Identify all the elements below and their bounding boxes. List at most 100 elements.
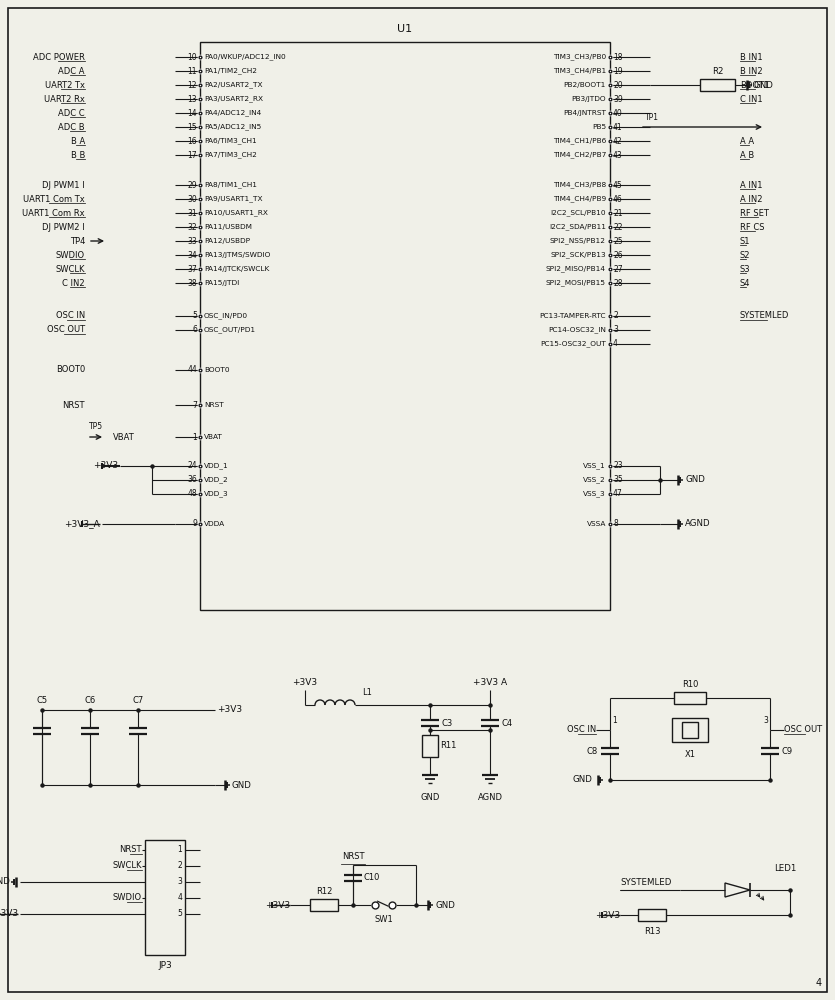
Text: SPI2_MISO/PB14: SPI2_MISO/PB14 — [546, 266, 606, 272]
Text: B IN1: B IN1 — [740, 52, 762, 62]
Text: S2: S2 — [740, 250, 751, 259]
Text: GND: GND — [232, 780, 252, 790]
Text: SW1: SW1 — [374, 915, 393, 924]
Text: SWCLK: SWCLK — [55, 264, 85, 273]
Text: 12: 12 — [188, 81, 197, 90]
Text: PA3/USART2_RX: PA3/USART2_RX — [204, 96, 263, 102]
Text: 9: 9 — [192, 520, 197, 528]
Text: 24: 24 — [187, 462, 197, 471]
Text: SPI2_NSS/PB12: SPI2_NSS/PB12 — [550, 238, 606, 244]
Text: PA7/TIM3_CH2: PA7/TIM3_CH2 — [204, 152, 257, 158]
Text: OSC IN: OSC IN — [567, 726, 596, 734]
Bar — [682, 722, 698, 738]
Text: PA8/TIM1_CH1: PA8/TIM1_CH1 — [204, 182, 257, 188]
Text: 29: 29 — [187, 180, 197, 190]
Text: X1: X1 — [685, 750, 696, 759]
Text: VBAT: VBAT — [113, 432, 134, 442]
Text: +3V3 A: +3V3 A — [473, 678, 507, 687]
Text: I2C2_SDA/PB11: I2C2_SDA/PB11 — [549, 224, 606, 230]
Text: C7: C7 — [133, 696, 144, 705]
Bar — [422, 735, 438, 757]
Text: 31: 31 — [187, 209, 197, 218]
Text: 37: 37 — [187, 264, 197, 273]
Text: PA1/TIM2_CH2: PA1/TIM2_CH2 — [204, 68, 257, 74]
Text: 15: 15 — [187, 122, 197, 131]
Text: 23: 23 — [613, 462, 623, 471]
Text: TP4: TP4 — [69, 236, 85, 245]
Text: TP1: TP1 — [645, 113, 659, 122]
Text: GND: GND — [685, 476, 705, 485]
Text: 2: 2 — [177, 861, 182, 870]
Text: ADC B: ADC B — [58, 122, 85, 131]
Bar — [638, 909, 666, 921]
Text: PA6/TIM3_CH1: PA6/TIM3_CH1 — [204, 138, 256, 144]
Text: UART1 Com Tx: UART1 Com Tx — [23, 194, 85, 204]
Text: 4: 4 — [816, 978, 822, 988]
Text: VDD_1: VDD_1 — [204, 463, 229, 469]
Text: PC13-TAMPER-RTC: PC13-TAMPER-RTC — [539, 313, 606, 319]
Text: B B: B B — [71, 150, 85, 159]
Text: C5: C5 — [37, 696, 48, 705]
Bar — [700, 79, 735, 91]
Text: C IN1: C IN1 — [740, 95, 762, 104]
Text: 1: 1 — [612, 716, 617, 725]
Bar — [310, 899, 338, 911]
Text: 1: 1 — [177, 846, 182, 854]
Text: 1: 1 — [192, 432, 197, 442]
Text: 2: 2 — [613, 312, 618, 320]
Text: NRST: NRST — [342, 852, 364, 861]
Text: LED1: LED1 — [774, 864, 797, 873]
Text: +3V3: +3V3 — [265, 900, 290, 910]
Text: B IN2: B IN2 — [740, 66, 762, 76]
Text: R12: R12 — [316, 887, 332, 896]
Text: PA11/USBDM: PA11/USBDM — [204, 224, 252, 230]
Bar — [145, 840, 185, 955]
Text: TIM4_CH1/PB6: TIM4_CH1/PB6 — [553, 138, 606, 144]
Text: C4: C4 — [501, 718, 512, 728]
Text: 4: 4 — [177, 894, 182, 902]
Text: VSSA: VSSA — [587, 521, 606, 527]
Text: VSS_3: VSS_3 — [584, 491, 606, 497]
Text: 34: 34 — [187, 250, 197, 259]
Text: C8: C8 — [587, 746, 598, 756]
Text: VDD_2: VDD_2 — [204, 477, 229, 483]
Text: 5: 5 — [177, 910, 182, 918]
Text: PA9/USART1_TX: PA9/USART1_TX — [204, 196, 262, 202]
Text: A A: A A — [740, 136, 754, 145]
Text: SWCLK: SWCLK — [113, 861, 142, 870]
Text: +3V3: +3V3 — [292, 678, 317, 687]
Text: RF SET: RF SET — [740, 209, 769, 218]
Text: C3: C3 — [441, 718, 453, 728]
Text: A B: A B — [740, 150, 754, 159]
Text: S1: S1 — [740, 236, 751, 245]
Text: DJ PWM1 I: DJ PWM1 I — [43, 180, 85, 190]
Text: 5: 5 — [192, 312, 197, 320]
Text: +3V3: +3V3 — [595, 910, 620, 920]
Text: 14: 14 — [187, 108, 197, 117]
Text: VDDA: VDDA — [204, 521, 225, 527]
Text: AGND: AGND — [478, 793, 503, 802]
Text: SWDIO: SWDIO — [113, 894, 142, 902]
Text: GND: GND — [754, 81, 774, 90]
Text: 43: 43 — [613, 150, 623, 159]
Text: PB3/JTDO: PB3/JTDO — [571, 96, 606, 102]
Text: 3: 3 — [613, 326, 618, 334]
Text: SWDIO: SWDIO — [56, 250, 85, 259]
Text: +3V3_A: +3V3_A — [64, 520, 100, 528]
Text: 8: 8 — [613, 520, 618, 528]
Text: PA4/ADC12_IN4: PA4/ADC12_IN4 — [204, 110, 261, 116]
Text: +3V3: +3V3 — [217, 706, 242, 714]
Text: PA0/WKUP/ADC12_IN0: PA0/WKUP/ADC12_IN0 — [204, 54, 286, 60]
Text: UART2 Tx: UART2 Tx — [45, 81, 85, 90]
Text: 3: 3 — [177, 878, 182, 886]
Text: 13: 13 — [187, 95, 197, 104]
Text: 25: 25 — [613, 236, 623, 245]
Text: S4: S4 — [740, 278, 751, 288]
Text: 17: 17 — [187, 150, 197, 159]
Text: PB2/BOOT1: PB2/BOOT1 — [564, 82, 606, 88]
Text: DJ PWM2 I: DJ PWM2 I — [43, 223, 85, 232]
Text: 3: 3 — [763, 716, 768, 725]
Text: SPI2_SCK/PB13: SPI2_SCK/PB13 — [550, 252, 606, 258]
Text: 19: 19 — [613, 66, 623, 76]
Text: PA15/JTDI: PA15/JTDI — [204, 280, 240, 286]
